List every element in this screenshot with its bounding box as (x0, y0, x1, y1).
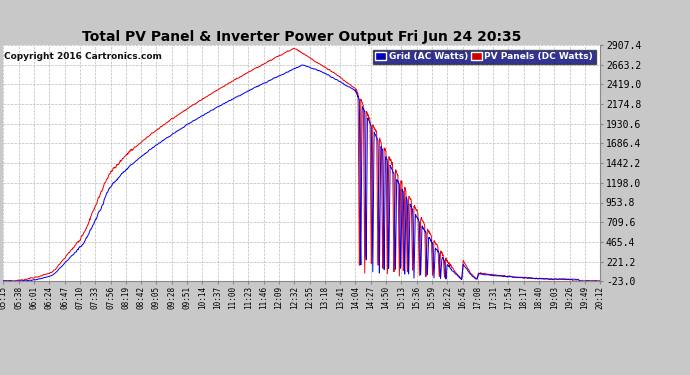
Title: Total PV Panel & Inverter Power Output Fri Jun 24 20:35: Total PV Panel & Inverter Power Output F… (82, 30, 522, 44)
Text: Copyright 2016 Cartronics.com: Copyright 2016 Cartronics.com (4, 52, 162, 61)
Legend: Grid (AC Watts), PV Panels (DC Watts): Grid (AC Watts), PV Panels (DC Watts) (373, 50, 595, 64)
